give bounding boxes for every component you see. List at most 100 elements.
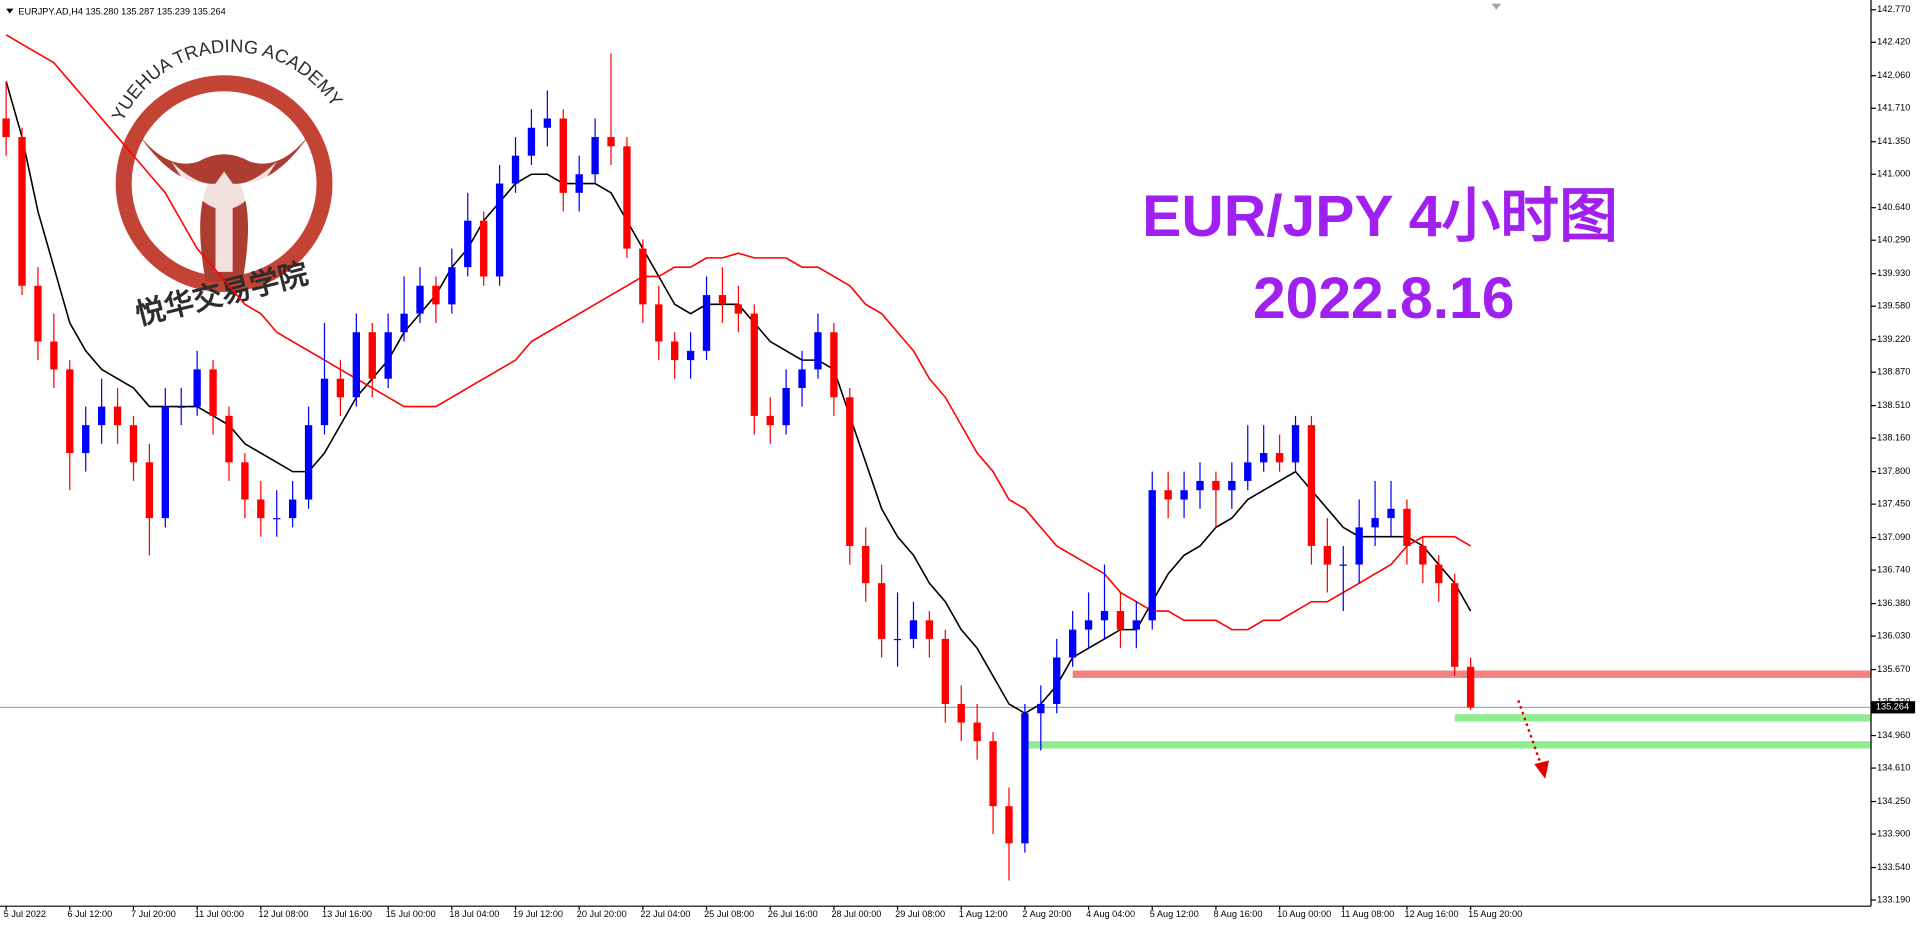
candle-body xyxy=(957,703,965,723)
candle-body xyxy=(66,369,74,454)
candle-body xyxy=(750,313,758,416)
y-tick-label: 142.420 xyxy=(1877,37,1910,47)
candle-body xyxy=(1228,480,1236,491)
candle-body xyxy=(830,332,838,398)
x-tick-label: 15 Aug 20:00 xyxy=(1468,909,1522,919)
x-tick-label: 11 Jul 00:00 xyxy=(195,909,244,919)
candle-body xyxy=(1037,703,1045,714)
candle-body xyxy=(925,620,934,639)
y-tick-label: 137.450 xyxy=(1877,499,1910,509)
x-tick-label: 12 Aug 16:00 xyxy=(1404,909,1458,919)
arrow-head xyxy=(1534,760,1549,779)
y-tick-label: 140.640 xyxy=(1877,202,1910,212)
candle-body xyxy=(495,183,504,277)
candle-body xyxy=(464,220,472,268)
candle-body xyxy=(416,285,424,314)
y-tick-label: 139.580 xyxy=(1877,301,1910,311)
y-tick-label: 140.290 xyxy=(1877,235,1910,245)
x-tick-label: 22 Jul 04:00 xyxy=(640,909,690,919)
candle-body xyxy=(893,638,902,641)
candle-body xyxy=(1355,527,1363,565)
candle-body xyxy=(1419,545,1427,565)
annotation-date: 2022.8.16 xyxy=(1253,266,1514,331)
candle-body xyxy=(1212,480,1220,491)
y-tick-label: 136.030 xyxy=(1877,631,1910,641)
candle-body xyxy=(1339,564,1347,566)
x-tick-label: 1 Aug 12:00 xyxy=(959,909,1008,919)
candle-body xyxy=(400,313,408,333)
candle-body xyxy=(527,127,536,156)
x-tick-label: 15 Jul 00:00 xyxy=(386,909,436,919)
candle-body xyxy=(480,220,488,277)
x-tick-label: 6 Jul 12:00 xyxy=(67,909,112,919)
level-zone xyxy=(1024,741,1872,749)
candle-body xyxy=(1021,713,1029,844)
y-tick-label: 139.220 xyxy=(1877,334,1910,344)
candle-body xyxy=(655,304,663,342)
annotation-title: EUR/JPY 4小时图 xyxy=(1142,184,1618,249)
y-tick-label: 136.380 xyxy=(1877,598,1910,608)
candle-body xyxy=(591,137,599,175)
candle-body xyxy=(575,174,583,193)
x-tick-label: 18 Jul 04:00 xyxy=(449,909,499,919)
candle-body xyxy=(846,397,854,546)
candle-body xyxy=(1180,490,1188,500)
candle-body xyxy=(559,118,567,193)
y-tick-label: 141.710 xyxy=(1877,103,1910,113)
candle-body xyxy=(1068,629,1077,658)
x-tick-label: 28 Jul 00:00 xyxy=(831,909,881,919)
candle-body xyxy=(623,146,631,249)
candle-body xyxy=(113,406,122,426)
x-tick-label: 8 Aug 16:00 xyxy=(1213,909,1262,919)
y-tick-label: 138.870 xyxy=(1877,367,1910,377)
candle-body xyxy=(1244,462,1252,481)
y-tick-label: 139.930 xyxy=(1877,268,1910,278)
candle-body xyxy=(1148,490,1156,621)
candle-body xyxy=(82,425,90,454)
candle-body xyxy=(1307,425,1316,546)
candle-body xyxy=(1371,518,1379,528)
candle-body xyxy=(1435,564,1443,584)
chart-header: EURJPY.AD,H4 135.280 135.287 135.239 135… xyxy=(18,7,225,17)
candle-body xyxy=(877,583,886,639)
x-tick-label: 20 Jul 20:00 xyxy=(577,909,627,919)
candle-body xyxy=(1164,490,1172,500)
y-tick-label: 137.800 xyxy=(1877,466,1910,476)
candle-body xyxy=(671,341,679,361)
candle-body xyxy=(1291,425,1300,463)
candle-body xyxy=(1132,620,1140,630)
candle-body xyxy=(1116,611,1125,630)
last-price-label: 135.264 xyxy=(1876,702,1909,712)
y-tick-label: 142.060 xyxy=(1877,70,1910,80)
x-tick-label: 5 Aug 12:00 xyxy=(1150,909,1199,919)
candle-body xyxy=(97,406,106,426)
candle-body xyxy=(1053,657,1061,704)
candle-body xyxy=(384,332,392,379)
candle-body xyxy=(145,462,154,519)
candle-body xyxy=(989,741,997,807)
candle-body xyxy=(814,332,822,370)
y-tick-label: 138.510 xyxy=(1877,400,1910,410)
candle-body xyxy=(1387,508,1395,519)
logo-symbol-inner xyxy=(171,161,277,272)
x-tick-label: 11 Aug 08:00 xyxy=(1341,909,1394,919)
candles xyxy=(2,53,1475,881)
candle-body xyxy=(336,378,345,398)
candle-body xyxy=(1005,806,1013,844)
candle-body xyxy=(193,369,201,407)
x-tick-label: 7 Jul 20:00 xyxy=(131,909,176,919)
candle-body xyxy=(241,462,249,500)
y-tick-label: 133.900 xyxy=(1877,828,1910,838)
candle-body xyxy=(225,415,233,463)
candle-body xyxy=(862,545,870,584)
candle-body xyxy=(2,118,10,138)
candle-body xyxy=(766,415,774,426)
candle-body xyxy=(448,267,456,305)
forecast-arrow xyxy=(1517,700,1549,779)
y-tick-label: 135.670 xyxy=(1877,664,1910,674)
y-tick-label: 136.740 xyxy=(1877,565,1910,575)
candle-body xyxy=(304,425,313,500)
candle-body xyxy=(734,304,743,314)
